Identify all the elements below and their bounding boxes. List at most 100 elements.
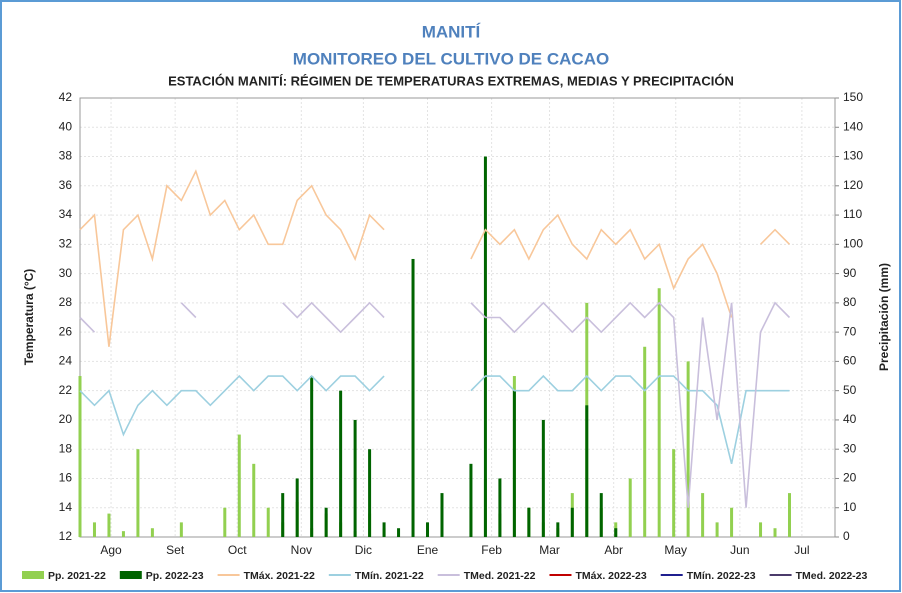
bar bbox=[107, 513, 111, 537]
x-tick-label: Nov bbox=[291, 543, 312, 557]
bar bbox=[281, 493, 285, 537]
bar bbox=[614, 528, 618, 537]
x-tick-label: Oct bbox=[228, 543, 247, 557]
y-tick-label: 38 bbox=[59, 149, 73, 163]
y-axis-title: Temperatura (°C) bbox=[22, 269, 36, 366]
y-tick-label: 42 bbox=[59, 90, 73, 104]
y2-tick-label: 130 bbox=[843, 149, 863, 163]
bar bbox=[150, 528, 154, 537]
legend-label: TMáx. 2021-22 bbox=[244, 570, 315, 582]
bar bbox=[339, 390, 343, 537]
y2-tick-label: 70 bbox=[843, 324, 857, 338]
y-tick-label: 22 bbox=[59, 383, 73, 397]
y2-tick-label: 40 bbox=[843, 412, 857, 426]
bar bbox=[310, 376, 314, 537]
x-tick-label: Abr bbox=[604, 543, 623, 557]
x-tick-label: Jun bbox=[730, 543, 749, 557]
y2-tick-label: 150 bbox=[843, 90, 863, 104]
x-tick-label: Jul bbox=[794, 543, 809, 557]
y-tick-label: 40 bbox=[59, 119, 73, 133]
bar bbox=[411, 258, 415, 537]
bar bbox=[136, 449, 140, 537]
bar bbox=[223, 507, 227, 537]
x-tick-label: Mar bbox=[539, 543, 560, 557]
legend-label: TMed. 2021-22 bbox=[464, 570, 536, 582]
bar bbox=[92, 522, 96, 537]
legend-label: Pp. 2022-23 bbox=[146, 570, 204, 582]
x-tick-label: Set bbox=[166, 543, 185, 557]
bar bbox=[686, 361, 690, 537]
y-tick-label: 30 bbox=[59, 266, 73, 280]
x-tick-label: Dic bbox=[355, 543, 372, 557]
y2-tick-label: 90 bbox=[843, 266, 857, 280]
bar bbox=[382, 522, 386, 537]
bar bbox=[556, 522, 560, 537]
y-tick-label: 14 bbox=[59, 500, 73, 514]
bar bbox=[701, 493, 705, 537]
y-tick-label: 12 bbox=[59, 529, 73, 543]
legend-swatch bbox=[119, 571, 142, 579]
bar bbox=[483, 156, 487, 538]
bar bbox=[773, 528, 777, 537]
bar bbox=[78, 376, 82, 537]
y2-tick-label: 100 bbox=[843, 237, 863, 251]
y2-tick-label: 120 bbox=[843, 178, 863, 192]
bar bbox=[353, 419, 357, 537]
y-tick-label: 20 bbox=[59, 412, 73, 426]
y2-tick-label: 140 bbox=[843, 119, 863, 133]
y2-tick-label: 20 bbox=[843, 471, 857, 485]
y-tick-label: 24 bbox=[59, 354, 73, 368]
bar bbox=[237, 434, 241, 537]
bar bbox=[295, 478, 299, 537]
bar bbox=[787, 493, 791, 537]
bar bbox=[657, 288, 661, 537]
bar bbox=[527, 507, 531, 537]
y-tick-label: 26 bbox=[59, 324, 73, 338]
bar bbox=[469, 463, 473, 537]
y2-tick-label: 10 bbox=[843, 500, 857, 514]
bar bbox=[570, 507, 574, 537]
bar bbox=[672, 449, 676, 537]
bar bbox=[628, 478, 632, 537]
legend-label: TMed. 2022-23 bbox=[796, 570, 868, 582]
chart-title: ESTACIÓN MANITÍ: RÉGIMEN DE TEMPERATURAS… bbox=[168, 73, 734, 88]
bar bbox=[512, 390, 516, 537]
y-tick-label: 34 bbox=[59, 207, 73, 221]
y-tick-label: 16 bbox=[59, 471, 73, 485]
bar bbox=[643, 346, 647, 537]
bar bbox=[541, 419, 545, 537]
bar bbox=[121, 531, 125, 537]
y2-tick-label: 80 bbox=[843, 295, 857, 309]
y-tick-label: 28 bbox=[59, 295, 73, 309]
bar bbox=[266, 507, 270, 537]
bar bbox=[440, 493, 444, 537]
y2-tick-label: 0 bbox=[843, 529, 850, 543]
bar bbox=[324, 507, 328, 537]
bar bbox=[498, 478, 502, 537]
bar bbox=[585, 405, 589, 537]
bar bbox=[759, 522, 763, 537]
y-tick-label: 32 bbox=[59, 237, 73, 251]
line bbox=[79, 374, 790, 465]
x-tick-label: Ago bbox=[100, 543, 122, 557]
legend-label: TMín. 2021-22 bbox=[355, 570, 424, 582]
bar bbox=[426, 522, 430, 537]
bar bbox=[599, 493, 603, 537]
title: MANITÍ bbox=[422, 22, 482, 41]
bar bbox=[715, 522, 719, 537]
x-tick-label: Ene bbox=[417, 543, 439, 557]
legend-label: TMáx. 2022-23 bbox=[575, 570, 646, 582]
legend-label: TMín. 2022-23 bbox=[687, 570, 756, 582]
y-tick-label: 18 bbox=[59, 441, 73, 455]
legend-label: Pp. 2021-22 bbox=[48, 570, 106, 582]
line bbox=[79, 169, 791, 347]
y2-tick-label: 30 bbox=[843, 441, 857, 455]
bar bbox=[252, 463, 256, 537]
bar bbox=[397, 528, 401, 537]
y-tick-label: 36 bbox=[59, 178, 73, 192]
subtitle: MONITOREO DEL CULTIVO DE CACAO bbox=[293, 49, 609, 68]
bar bbox=[730, 507, 734, 537]
y2-tick-label: 110 bbox=[843, 207, 862, 221]
y2-axis-title: Precipitación (mm) bbox=[877, 263, 891, 371]
